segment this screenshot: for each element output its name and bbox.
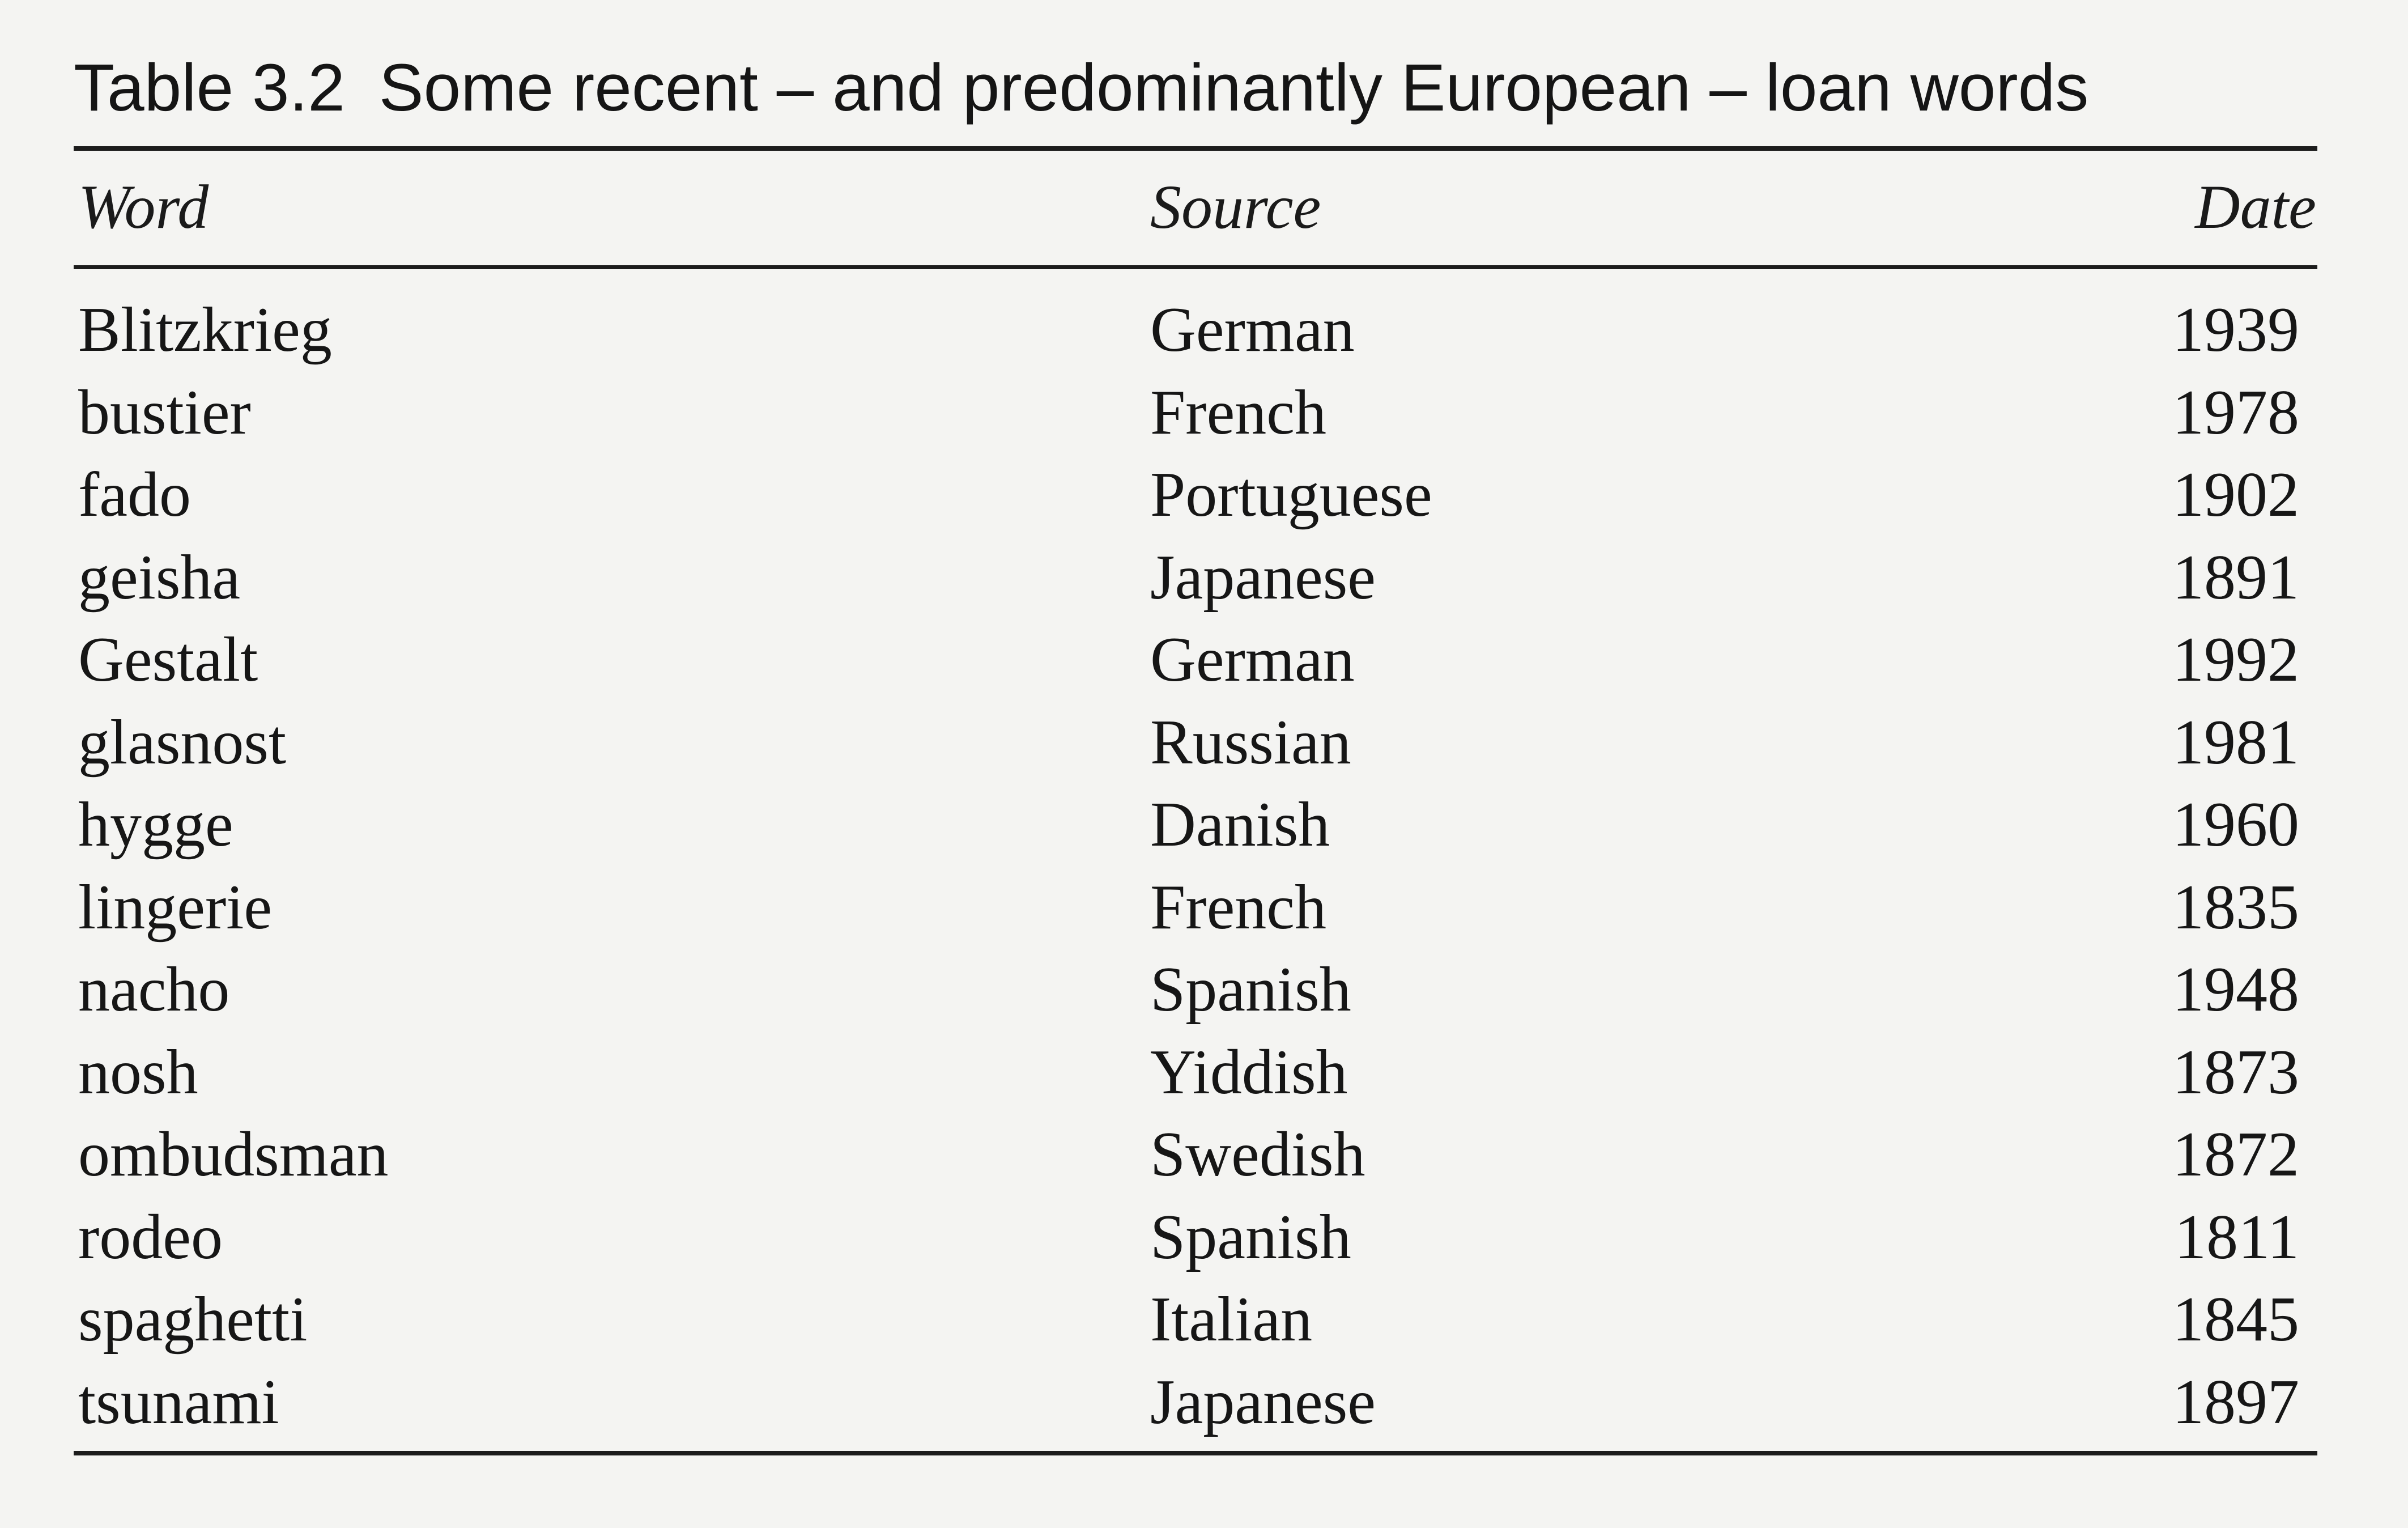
table-row: spaghetti Italian 1845 — [74, 1279, 2317, 1361]
cell-word: hygge — [78, 790, 233, 860]
cell-word: nacho — [78, 954, 230, 1025]
table-title: Some recent – and predominantly European… — [378, 50, 2089, 125]
table-row: fado Portuguese 1902 — [74, 454, 2317, 537]
cell-date: 1981 — [2172, 707, 2299, 778]
table-body: Blitzkrieg German 1939 bustier French 1978 fad… — [74, 289, 2317, 1444]
table-row: lingerie French 1835 — [74, 867, 2317, 949]
cell-date: 1872 — [2172, 1119, 2299, 1190]
cell-source: Danish — [1150, 790, 1330, 860]
cell-source: French — [1150, 872, 1327, 943]
bottom-rule — [74, 1451, 2317, 1455]
cell-word: spaghetti — [78, 1284, 308, 1355]
column-header-source: Source — [1150, 172, 1321, 241]
cell-source: Yiddish — [1150, 1037, 1348, 1107]
cell-date: 1902 — [2172, 460, 2299, 530]
cell-date: 1948 — [2172, 954, 2299, 1025]
column-header-word: Word — [78, 172, 209, 241]
cell-source: Spanish — [1150, 954, 1351, 1025]
cell-date: 1835 — [2172, 872, 2299, 943]
table-row: geisha Japanese 1891 — [74, 537, 2317, 619]
table-row: bustier French 1978 — [74, 372, 2317, 455]
cell-source: Japanese — [1150, 1366, 1376, 1437]
cell-source: Japanese — [1150, 542, 1376, 613]
cell-date: 1897 — [2172, 1366, 2299, 1437]
cell-word: nosh — [78, 1037, 198, 1107]
cell-date: 1960 — [2172, 790, 2299, 860]
header-rule — [74, 265, 2317, 269]
cell-date: 1939 — [2172, 295, 2299, 365]
cell-date: 1978 — [2172, 377, 2299, 448]
cell-word: fado — [78, 460, 192, 530]
cell-source: Swedish — [1150, 1119, 1365, 1190]
table-row: glasnost Russian 1981 — [74, 702, 2317, 784]
cell-source: French — [1150, 377, 1327, 448]
cell-source: German — [1150, 295, 1355, 365]
cell-word: ombudsman — [78, 1119, 389, 1190]
table-row: Gestalt German 1992 — [74, 619, 2317, 702]
table-caption: Table 3.2 Some recent – and predominantly… — [74, 40, 2088, 136]
cell-date: 1873 — [2172, 1037, 2299, 1107]
cell-date: 1845 — [2172, 1284, 2299, 1355]
cell-word: rodeo — [78, 1202, 223, 1272]
cell-word: glasnost — [78, 707, 287, 778]
table-row: nacho Spanish 1948 — [74, 949, 2317, 1032]
cell-word: lingerie — [78, 872, 273, 943]
cell-source: Spanish — [1150, 1202, 1351, 1272]
cell-date: 1992 — [2172, 625, 2299, 695]
cell-date: 1891 — [2172, 542, 2299, 613]
table-row: Blitzkrieg German 1939 — [74, 289, 2317, 372]
cell-word: geisha — [78, 542, 241, 613]
table-row: nosh Yiddish 1873 — [74, 1032, 2317, 1114]
table-row: tsunami Japanese 1897 — [74, 1361, 2317, 1444]
top-rule — [74, 146, 2317, 151]
cell-source: Italian — [1150, 1284, 1313, 1355]
cell-word: Blitzkrieg — [78, 295, 332, 365]
cell-source: Russian — [1150, 707, 1351, 778]
cell-word: tsunami — [78, 1366, 279, 1437]
cell-source: Portuguese — [1150, 460, 1432, 530]
cell-word: bustier — [78, 377, 251, 448]
cell-word: Gestalt — [78, 625, 258, 695]
cell-source: German — [1150, 625, 1355, 695]
cell-date: 1811 — [2175, 1202, 2299, 1272]
table-number: Table 3.2 — [74, 50, 345, 125]
table-row: rodeo Spanish 1811 — [74, 1196, 2317, 1279]
table-row: ombudsman Swedish 1872 — [74, 1114, 2317, 1196]
column-header-date: Date — [2195, 172, 2316, 241]
table-row: hygge Danish 1960 — [74, 784, 2317, 867]
